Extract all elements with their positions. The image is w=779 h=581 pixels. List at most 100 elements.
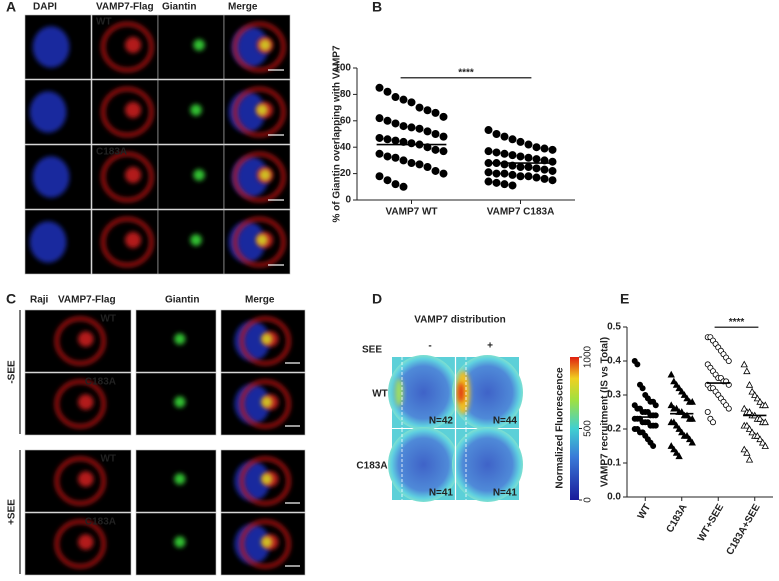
data-point: [524, 172, 533, 181]
channel-label: Giantin: [165, 295, 199, 306]
data-point: [492, 148, 501, 157]
x-tick-label: WT: [636, 502, 653, 521]
data-point: [484, 126, 493, 135]
y-tick-label: 0.3: [607, 390, 621, 401]
x-tick-label: VAMP7 WT: [385, 207, 437, 218]
data-point: [548, 157, 557, 166]
data-point: [745, 408, 754, 415]
y-tick-label: 60: [340, 115, 352, 126]
row-label: WT: [96, 17, 112, 28]
channel-label: DAPI: [33, 2, 57, 13]
data-point: [540, 174, 549, 183]
data-point: [431, 129, 440, 138]
channel-label: VAMP7-Flag: [58, 295, 116, 306]
vamp7-signal: [54, 519, 106, 569]
data-point: [391, 93, 400, 102]
data-point: [751, 391, 759, 398]
giantin-signal: [261, 536, 273, 548]
data-point: [756, 397, 764, 405]
data-point: [675, 452, 683, 460]
data-point: [423, 106, 432, 115]
data-point: [532, 143, 541, 152]
data-point: [439, 147, 448, 156]
data-point: [524, 153, 533, 162]
x-tick-label: VAMP7 C183A: [487, 207, 555, 218]
data-point: [383, 152, 392, 161]
data-point: [391, 136, 400, 145]
data-point: [524, 140, 533, 149]
vamp7-signal: [101, 86, 154, 138]
vamp7-signal: [54, 456, 106, 506]
data-point: [383, 87, 392, 96]
data-point: [375, 133, 384, 142]
data-point: [688, 414, 696, 422]
data-point: [688, 438, 696, 446]
data-point: [704, 408, 711, 415]
vamp7-signal: [54, 316, 106, 366]
vamp7-cluster: [124, 231, 142, 249]
data-point: [508, 161, 517, 170]
data-point: [532, 173, 541, 182]
vamp7-cluster: [124, 101, 142, 119]
giantin-signal: [193, 169, 205, 181]
data-point: [753, 394, 762, 402]
data-point: [743, 448, 751, 456]
data-point: [532, 164, 541, 173]
data-point: [761, 442, 769, 449]
data-point: [391, 180, 400, 189]
data-point: [423, 127, 432, 136]
data-point: [423, 143, 432, 152]
vamp7-cluster: [124, 166, 142, 184]
giantin-signal: [261, 396, 273, 408]
data-point: [683, 394, 691, 402]
level-label: +: [487, 341, 493, 352]
data-point: [407, 159, 416, 168]
data-point: [423, 162, 432, 171]
data-point: [540, 156, 549, 165]
y-tick-label: 0.5: [607, 322, 621, 333]
giantin-signal: [256, 234, 268, 246]
data-point: [548, 166, 557, 175]
vamp7-cluster: [78, 331, 94, 347]
image-tile: [157, 14, 225, 80]
data-point: [383, 176, 392, 185]
data-point: [670, 418, 678, 426]
giantin-signal: [261, 473, 273, 485]
data-point: [688, 397, 696, 405]
colorbar-label: Normalized Fluorescence: [555, 367, 566, 489]
count-label: N=42: [429, 416, 454, 427]
row-label: WT: [372, 389, 388, 400]
vamp7-signal: [239, 456, 291, 506]
y-tick-label: 40: [340, 142, 352, 153]
data-point: [508, 135, 517, 144]
data-point: [678, 387, 686, 395]
data-point: [639, 385, 646, 392]
data-point: [415, 124, 424, 133]
giantin-signal: [259, 39, 271, 51]
data-point: [532, 155, 541, 164]
colorbar: [570, 357, 579, 500]
data-point: [725, 405, 732, 412]
data-point: [685, 435, 694, 443]
data-point: [508, 181, 517, 190]
data-point: [667, 370, 675, 378]
heatmap-cell: [388, 355, 459, 430]
data-point: [492, 178, 501, 187]
significance-label: ****: [458, 67, 474, 78]
factor-label: SEE: [362, 345, 382, 356]
data-point: [678, 428, 686, 436]
data-point: [399, 95, 408, 104]
vamp7-signal: [101, 21, 154, 73]
nucleus: [32, 26, 70, 68]
panel-letter: E: [620, 291, 629, 307]
y-tick-label: 100: [334, 63, 351, 74]
row-label: WT: [100, 454, 116, 465]
data-point: [500, 169, 509, 178]
data-point: [680, 391, 689, 398]
data-point: [683, 431, 691, 439]
data-point: [740, 360, 748, 368]
data-point: [675, 425, 683, 432]
data-point: [548, 176, 557, 185]
data-point: [745, 425, 754, 432]
